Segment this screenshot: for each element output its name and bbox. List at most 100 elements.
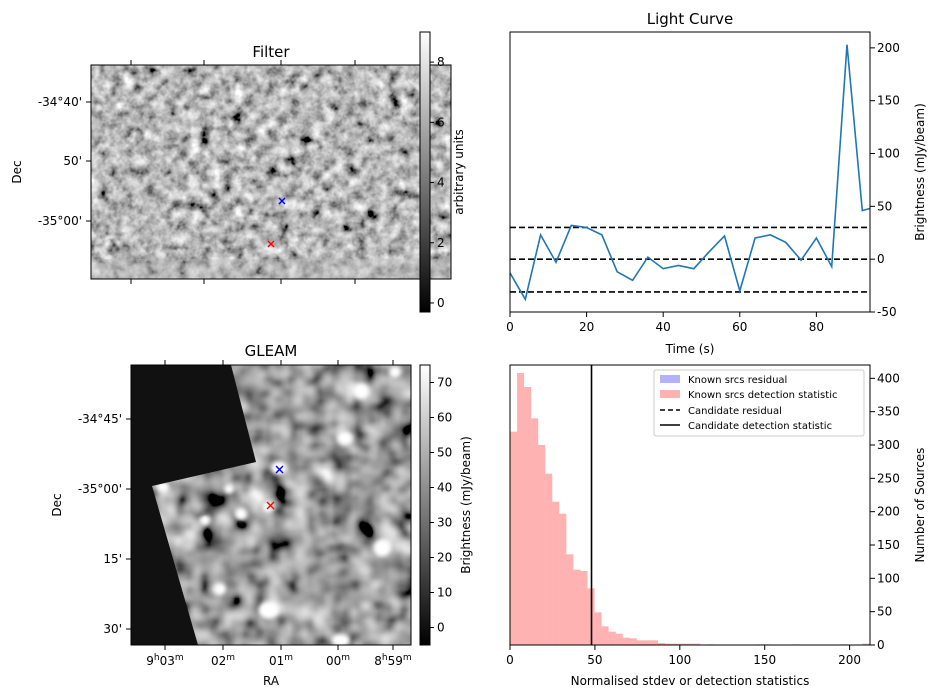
histogram-xlabel: Normalised stdev or detection statistics <box>571 674 810 688</box>
gleam-blue-marker <box>275 465 284 474</box>
legend-label: Candidate detection statistic <box>688 421 832 432</box>
filter-colorbar: 0 2 4 6 8 arbitrary units <box>419 31 466 313</box>
gleam-colorbar-label: Brightness (mJy/beam) <box>459 436 473 574</box>
histogram-xtick-label: 100 <box>668 653 691 667</box>
histogram-xtick-label: 200 <box>838 653 861 667</box>
histogram-bar <box>594 612 602 645</box>
gleam-xtick-label: 01m <box>269 653 293 668</box>
filter-colorbar-label: arbitrary units <box>452 129 466 215</box>
filter-colorbar-tick-label: 8 <box>437 55 445 69</box>
gleam-ylabel: Dec <box>50 493 64 516</box>
histogram-bar <box>636 640 644 645</box>
histogram-ytick-label: 100 <box>877 571 900 585</box>
filter-panel: Filter <box>10 31 466 313</box>
histogram-bar <box>629 638 637 645</box>
histogram-bar <box>622 637 630 645</box>
gleam-colorbar: 0 10 20 30 40 50 60 70 Brightness (mJy/beam) <box>419 364 473 646</box>
filter-title: Filter <box>252 43 290 61</box>
legend-swatch-detection <box>660 390 680 398</box>
lightcurve-xtick-label: 60 <box>732 320 747 334</box>
filter-red-marker <box>267 240 275 248</box>
filter-ytick-label: 50' <box>63 154 82 168</box>
lightcurve-xlabel: Time (s) <box>665 342 715 356</box>
lightcurve-xtick-label: 40 <box>656 320 671 334</box>
histogram-bar <box>862 643 870 645</box>
histogram-xtick-label: 150 <box>753 653 776 667</box>
lightcurve-ytick-label: 50 <box>877 199 892 213</box>
histogram-bar <box>573 569 581 645</box>
histogram-panel: 0 50 100 150 200 0 50 100 150 200 250 300 350 400 Nor… <box>506 364 927 688</box>
histogram-ytick-label: 150 <box>877 538 900 552</box>
filter-blue-marker <box>278 197 286 205</box>
lightcurve-xtick-label: 20 <box>579 320 594 334</box>
gleam-red-marker <box>266 501 275 510</box>
lightcurve-ytick-label: 200 <box>877 41 900 55</box>
histogram-bar <box>566 554 574 645</box>
histogram-bar <box>650 640 658 645</box>
histogram-ytick-label: 400 <box>877 371 900 385</box>
histogram-bar <box>665 643 673 645</box>
filter-colorbar-tick-label: 2 <box>437 236 445 250</box>
histogram-bar <box>693 643 701 645</box>
filter-image <box>91 65 451 279</box>
histogram-bar <box>559 513 567 645</box>
lightcurve-xtick-label: 0 <box>506 320 514 334</box>
gleam-ytick-label: -35°00' <box>78 482 122 496</box>
gleam-colorbar-tick-label: 20 <box>437 551 452 565</box>
lightcurve-panel: Light Curve 0 20 40 60 80 -50 0 50 100 150 200 Tim… <box>506 10 927 356</box>
lightcurve-xtick-label: 80 <box>809 320 824 334</box>
gleam-xtick-label: 00m <box>326 653 350 668</box>
gleam-panel: GLEAM <box>50 342 473 688</box>
histogram-xtick-label: 50 <box>587 653 602 667</box>
gleam-colorbar-tick-label: 60 <box>437 411 452 425</box>
histogram-ytick-label: 350 <box>877 405 900 419</box>
lightcurve-ylabel: Brightness (mJy/beam) <box>913 103 927 241</box>
histogram-bar <box>538 445 546 645</box>
histogram-legend: Known srcs residual Known srcs detection… <box>653 369 865 437</box>
histogram-bar <box>615 633 623 645</box>
histogram-bar <box>608 631 616 645</box>
histogram-ytick-label: 50 <box>877 605 892 619</box>
histogram-bar <box>672 643 680 645</box>
filter-colorbar-tick-label: 4 <box>437 176 445 190</box>
lightcurve-title: Light Curve <box>647 10 733 28</box>
filter-ytick-label: -35°00' <box>38 214 82 228</box>
histogram-xtick-label: 0 <box>506 653 514 667</box>
gleam-xlabel: RA <box>263 674 280 688</box>
histogram-ytick-label: 300 <box>877 438 900 452</box>
lightcurve-ytick-label: -50 <box>877 305 897 319</box>
filter-ylabel: Dec <box>10 160 24 183</box>
gleam-title: GLEAM <box>245 342 298 360</box>
histogram-ytick-label: 200 <box>877 505 900 519</box>
histogram-ytick-label: 250 <box>877 471 900 485</box>
gleam-colorbar-tick-label: 50 <box>437 446 452 460</box>
histogram-bar <box>531 418 539 645</box>
histogram-bar <box>552 501 560 645</box>
gleam-ticks <box>126 360 394 650</box>
filter-colorbar-tick-label: 0 <box>437 296 445 310</box>
histogram-bar <box>679 643 687 645</box>
filter-ytick-label: -34°40' <box>38 95 82 109</box>
gleam-colorbar-tick-label: 10 <box>437 586 452 600</box>
lightcurve-ytick-label: 150 <box>877 94 900 108</box>
histogram-bar <box>510 431 518 645</box>
gleam-colorbar-tick-label: 40 <box>437 481 452 495</box>
gleam-xtick-label: 02m <box>211 653 235 668</box>
gleam-xtick-label: 9h03m <box>146 653 183 668</box>
legend-label: Known srcs detection statistic <box>688 390 837 401</box>
histogram-ytick-label: 0 <box>877 638 885 652</box>
legend-swatch-residual <box>660 375 680 383</box>
histogram-bar <box>643 640 651 645</box>
legend-label: Known srcs residual <box>688 375 787 386</box>
filter-colorbar-tick-label: 6 <box>437 115 445 129</box>
gleam-colorbar-tick-label: 30 <box>437 516 452 530</box>
histogram-bar <box>601 626 609 645</box>
histogram-bar <box>524 387 532 645</box>
histogram-bar <box>545 473 553 645</box>
histogram-bar <box>580 571 588 645</box>
lightcurve-ytick-label: 100 <box>877 147 900 161</box>
gleam-ytick-label: -34°45' <box>78 412 122 426</box>
histogram-bar <box>517 373 525 645</box>
lightcurve-ytick-label: 0 <box>877 252 885 266</box>
